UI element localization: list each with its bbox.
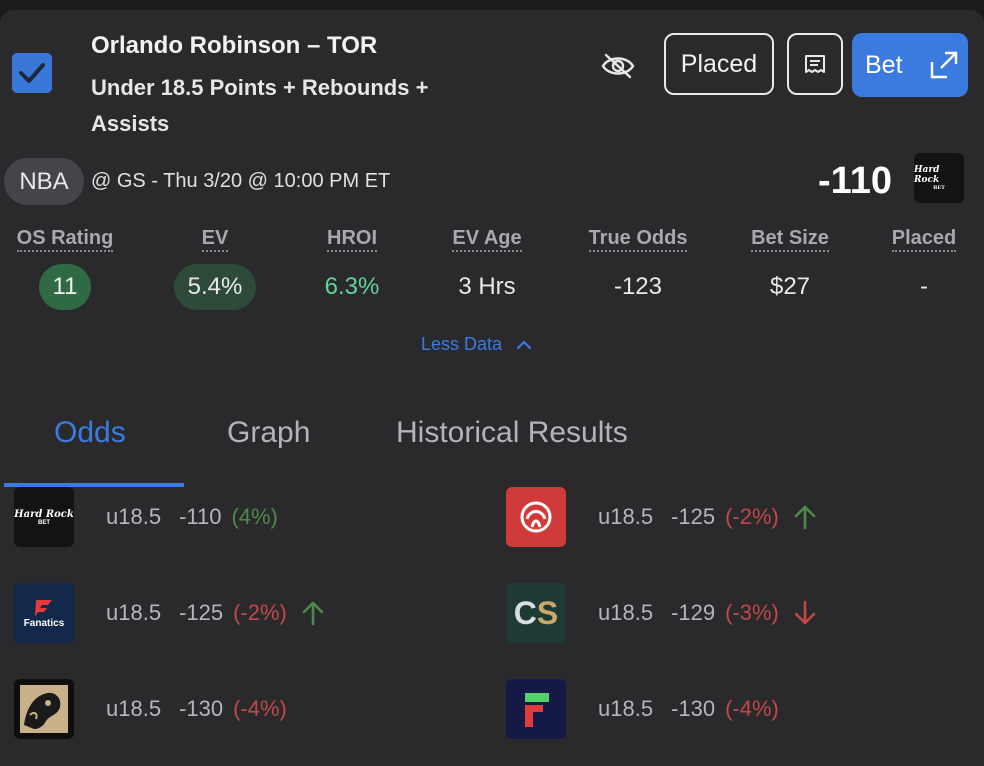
game-info: @ GS - Thu 3/20 @ 10:00 PM ET	[91, 170, 391, 192]
stat-os-rating: OS Rating 11	[10, 226, 120, 310]
stat-placed: Placed -	[874, 226, 974, 310]
main-odds: -110	[818, 160, 892, 202]
book-odds: -130	[671, 696, 716, 721]
book-row-betmgm[interactable]: u18.5 -130 (-4%)	[14, 679, 287, 739]
stat-label[interactable]: HROI	[327, 226, 377, 252]
placed-button[interactable]: Placed	[664, 33, 774, 95]
book-ev-pct: (4%)	[231, 504, 278, 529]
league-badge: NBA	[4, 158, 84, 205]
active-tab-indicator	[4, 483, 184, 487]
less-data-toggle[interactable]: Less Data	[421, 334, 532, 355]
book-odds: -110	[179, 504, 222, 529]
arrow-up-icon	[302, 601, 324, 626]
market-description: Under 18.5 Points + Rebounds + Assists	[91, 75, 429, 136]
tab-graph[interactable]: Graph	[227, 416, 311, 449]
tab-odds[interactable]: Odds	[54, 416, 126, 449]
less-data-label: Less Data	[421, 334, 503, 354]
book-line: u18.5	[598, 600, 654, 625]
stat-hroi: HROI 6.3%	[297, 226, 407, 310]
stat-label[interactable]: Bet Size	[751, 226, 829, 252]
book-row-hard-rock[interactable]: Hard Rock BET u18.5 -110 (4%)	[14, 487, 278, 547]
book-line: u18.5	[598, 696, 654, 721]
eye-slash-icon[interactable]	[600, 52, 636, 80]
notes-button[interactable]	[787, 33, 843, 95]
stat-true-odds: True Odds -123	[578, 226, 698, 310]
arrow-up-icon	[794, 505, 816, 530]
tab-historical-results[interactable]: Historical Results	[396, 416, 628, 449]
book-odds: -125	[179, 600, 224, 625]
stat-label[interactable]: Placed	[891, 226, 957, 252]
ev-age-value: 3 Hrs	[458, 273, 516, 300]
os-rating-badge: 11	[38, 264, 92, 310]
true-odds-value: -123	[613, 273, 663, 300]
stat-bet-size: Bet Size $27	[735, 226, 845, 310]
stat-label[interactable]: EV	[201, 226, 229, 252]
book-ev-pct: (-4%)	[725, 696, 779, 721]
player-title: Orlando Robinson – TOR	[91, 32, 378, 59]
book-ev-pct: (-4%)	[233, 696, 287, 721]
bet-size-value: $27	[769, 273, 811, 300]
hard-rock-logo: Hard Rock BET	[914, 153, 964, 203]
book-odds: -129	[671, 600, 716, 625]
hard-rock-logo: Hard Rock BET	[14, 487, 74, 547]
check-icon	[19, 63, 45, 83]
fanatics-logo: Fanatics	[14, 583, 74, 643]
book-line: u18.5	[106, 696, 162, 721]
book-line: u18.5	[106, 600, 162, 625]
stats-row: OS Rating 11 EV 5.4% HROI 6.3% EV Age 3 …	[0, 226, 984, 316]
stat-ev: EV 5.4%	[160, 226, 270, 310]
chevron-up-icon	[516, 340, 532, 349]
book-row-fliff[interactable]: u18.5 -130 (-4%)	[506, 679, 779, 739]
receipt-icon	[805, 55, 825, 73]
book-row-resorts-world[interactable]: u18.5 -125 (-2%)	[506, 487, 817, 547]
ev-badge: 5.4%	[173, 264, 257, 310]
resorts-world-logo	[506, 487, 566, 547]
book-odds: -130	[179, 696, 224, 721]
book-line: u18.5	[106, 504, 162, 529]
hroi-value: 6.3%	[324, 273, 380, 300]
stat-label[interactable]: OS Rating	[16, 226, 114, 252]
book-odds: -125	[671, 504, 716, 529]
betmgm-logo	[14, 679, 74, 739]
book-row-fanatics[interactable]: Fanatics u18.5 -125 (-2%)	[14, 583, 325, 643]
arrow-down-icon	[794, 600, 816, 625]
bet-card: Orlando Robinson – TOR Under 18.5 Points…	[0, 10, 984, 766]
tab-bar: Odds Graph Historical Results	[0, 400, 984, 486]
stat-ev-age: EV Age 3 Hrs	[432, 226, 542, 310]
stat-label[interactable]: EV Age	[452, 226, 522, 252]
book-ev-pct: (-2%)	[233, 600, 287, 625]
fliff-logo	[506, 679, 566, 739]
book-line: u18.5	[598, 504, 654, 529]
stat-label[interactable]: True Odds	[588, 226, 688, 252]
select-checkbox[interactable]	[12, 53, 52, 93]
book-ev-pct: (-2%)	[725, 504, 779, 529]
placed-value: -	[920, 273, 928, 300]
book-ev-pct: (-3%)	[725, 600, 779, 625]
bet-button-label: Bet	[865, 50, 903, 79]
bet-button[interactable]: Bet	[852, 33, 968, 97]
external-link-icon	[930, 51, 957, 79]
